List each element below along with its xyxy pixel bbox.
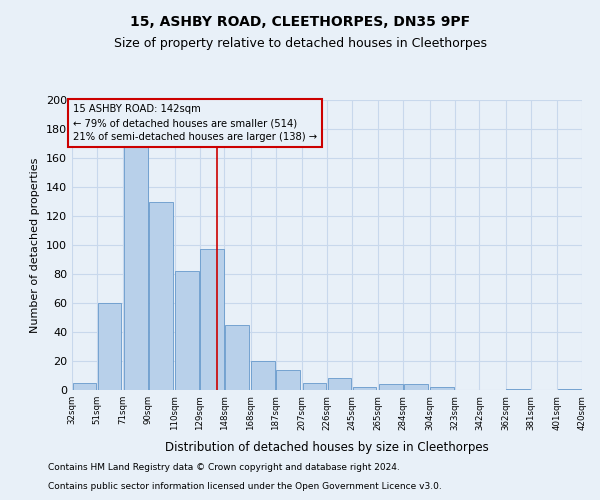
Text: Contains public sector information licensed under the Open Government Licence v3: Contains public sector information licen… bbox=[48, 482, 442, 491]
Bar bbox=[302, 383, 326, 390]
Text: Contains HM Land Registry data © Crown copyright and database right 2024.: Contains HM Land Registry data © Crown c… bbox=[48, 464, 400, 472]
Bar bbox=[328, 378, 352, 390]
Bar bbox=[557, 388, 581, 390]
Bar bbox=[200, 250, 224, 390]
Bar bbox=[404, 384, 428, 390]
Bar bbox=[251, 361, 275, 390]
Y-axis label: Number of detached properties: Number of detached properties bbox=[31, 158, 40, 332]
Bar bbox=[149, 202, 173, 390]
Text: Size of property relative to detached houses in Cleethorpes: Size of property relative to detached ho… bbox=[113, 38, 487, 51]
Text: 15, ASHBY ROAD, CLEETHORPES, DN35 9PF: 15, ASHBY ROAD, CLEETHORPES, DN35 9PF bbox=[130, 15, 470, 29]
Bar bbox=[225, 325, 249, 390]
Bar bbox=[353, 387, 376, 390]
Bar bbox=[124, 144, 148, 390]
Bar bbox=[97, 303, 121, 390]
Bar bbox=[506, 388, 530, 390]
Bar bbox=[379, 384, 403, 390]
X-axis label: Distribution of detached houses by size in Cleethorpes: Distribution of detached houses by size … bbox=[165, 441, 489, 454]
Bar bbox=[276, 370, 300, 390]
Bar bbox=[73, 383, 97, 390]
Bar bbox=[175, 271, 199, 390]
Bar bbox=[430, 387, 454, 390]
Text: 15 ASHBY ROAD: 142sqm
← 79% of detached houses are smaller (514)
21% of semi-det: 15 ASHBY ROAD: 142sqm ← 79% of detached … bbox=[73, 104, 317, 142]
